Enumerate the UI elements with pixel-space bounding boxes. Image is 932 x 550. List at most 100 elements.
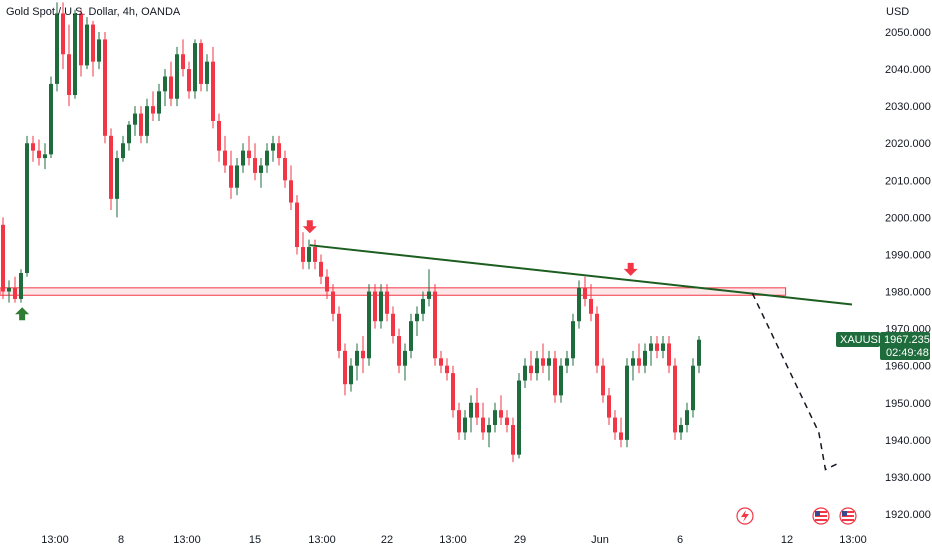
buy-arrow-icon[interactable] — [15, 307, 30, 321]
candle — [331, 284, 335, 322]
candle — [523, 358, 527, 388]
candle — [157, 83, 161, 121]
price-axis[interactable]: 2050.000 2040.000 2030.000 2020.000 2010.000… — [885, 27, 931, 521]
candle — [451, 365, 455, 418]
candle — [301, 232, 305, 270]
x-tick-label: 13:00 — [173, 534, 201, 546]
candle — [607, 387, 611, 426]
candle — [367, 284, 371, 366]
candle — [577, 280, 581, 329]
candle — [31, 135, 35, 162]
candle — [619, 417, 623, 448]
candle — [121, 135, 125, 162]
candle — [373, 284, 377, 329]
candle — [487, 417, 491, 448]
y-tick-label: 2040.000 — [885, 64, 931, 76]
chart-title: Gold Spot / U.S. Dollar, 4h, OANDA — [6, 6, 181, 18]
candle — [223, 135, 227, 173]
candle — [565, 350, 569, 374]
x-tick-label: 13:00 — [839, 534, 867, 546]
candle — [79, 9, 83, 77]
countdown-label: 02:49:48 — [886, 347, 929, 359]
candle — [7, 280, 11, 303]
us-flag-icon[interactable] — [839, 507, 857, 525]
time-axis[interactable]: 13:00 8 13:00 15 13:00 22 13:00 29 Jun 6 12 13:00 — [41, 534, 867, 546]
candle — [205, 54, 209, 92]
candle — [259, 158, 263, 188]
x-tick-label: 12 — [781, 534, 793, 546]
candle — [685, 402, 689, 433]
candle — [439, 350, 443, 374]
candle — [637, 343, 641, 374]
candle — [235, 158, 239, 196]
candle — [541, 343, 545, 374]
candle — [73, 9, 77, 99]
candle — [529, 350, 533, 381]
candle — [133, 106, 137, 136]
sell-arrow-icon[interactable] — [302, 220, 317, 234]
candle — [1, 217, 5, 299]
candle — [19, 269, 23, 303]
candle — [343, 343, 347, 396]
candle — [253, 143, 257, 181]
symbol-label: XAUUSD — [840, 334, 886, 346]
y-tick-label: 1950.000 — [885, 398, 931, 410]
candle — [229, 150, 233, 199]
candle — [667, 336, 671, 374]
candle — [61, 2, 65, 70]
candle — [589, 284, 593, 322]
candle — [535, 350, 539, 381]
candle — [355, 343, 359, 381]
candle — [349, 358, 353, 392]
candle — [337, 306, 341, 359]
candle — [199, 39, 203, 92]
price-tag[interactable]: XAUUSD 1967.235 02:49:48 — [836, 332, 930, 360]
y-tick-label: 1980.000 — [885, 287, 931, 299]
candle — [283, 150, 287, 188]
sell-arrow-icon[interactable] — [623, 262, 638, 276]
y-tick-label: 2000.000 — [885, 212, 931, 224]
candle — [571, 313, 575, 366]
x-tick-label: 15 — [249, 534, 261, 546]
resistance-trendline[interactable] — [309, 244, 853, 306]
y-tick-label: 2050.000 — [885, 27, 931, 39]
projection-path[interactable] — [751, 293, 842, 471]
candle — [595, 306, 599, 374]
candle — [691, 358, 695, 418]
candle — [91, 20, 95, 77]
lightning-icon[interactable] — [736, 507, 754, 525]
candle — [187, 61, 191, 99]
candle — [295, 195, 299, 255]
y-tick-label: 1920.000 — [885, 509, 931, 521]
x-tick-label: 13:00 — [439, 534, 467, 546]
y-tick-label: 1960.000 — [885, 361, 931, 373]
candle — [277, 135, 281, 166]
candle — [673, 358, 677, 440]
candle — [649, 336, 653, 366]
us-flag-icon[interactable] — [812, 507, 830, 525]
support-zone[interactable] — [0, 287, 787, 296]
candle — [211, 46, 215, 129]
candle — [181, 39, 185, 77]
candle — [289, 165, 293, 210]
candle — [313, 239, 317, 270]
candle — [13, 276, 17, 303]
candle — [67, 24, 71, 107]
x-tick-label: 6 — [677, 534, 683, 546]
candle — [409, 313, 413, 359]
candle — [601, 358, 605, 403]
candle — [109, 128, 113, 210]
event-icons[interactable] — [736, 507, 857, 525]
candle — [127, 120, 131, 151]
candle — [655, 336, 659, 359]
x-tick-label: 13:00 — [41, 534, 69, 546]
candle — [553, 350, 557, 403]
candle — [397, 328, 401, 374]
candle — [679, 417, 683, 440]
y-tick-label: 2010.000 — [885, 175, 931, 187]
candle — [265, 143, 269, 173]
candle — [193, 39, 197, 99]
candle — [445, 358, 449, 381]
candle — [643, 343, 647, 374]
